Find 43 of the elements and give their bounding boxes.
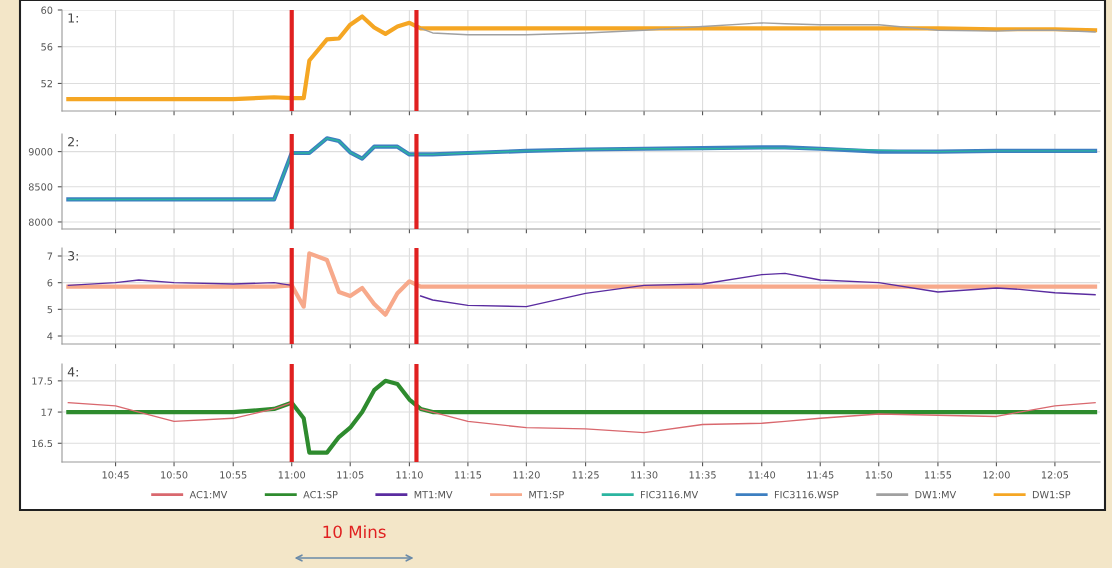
legend-label: FIC3116.WSP <box>774 490 839 499</box>
legend-label: DW1:MV <box>915 491 957 499</box>
y-tick-label: 9000 <box>28 148 53 156</box>
x-tick-label: 11:15 <box>454 471 482 479</box>
legend-label: AC1:MV <box>189 490 228 499</box>
x-tick-label: 11:10 <box>396 471 423 479</box>
legend-label: DW1:SP <box>1032 490 1071 499</box>
y-tick-label: 8500 <box>28 183 53 191</box>
x-tick-label: 11:40 <box>748 471 776 479</box>
y-tick-label: 17.5 <box>32 377 53 385</box>
x-tick-label: 12:00 <box>983 471 1010 479</box>
x-tick-label: 11:05 <box>337 471 364 479</box>
x-tick-label: 10:50 <box>161 471 188 479</box>
y-tick-label: 60 <box>41 6 53 14</box>
y-tick-label: 4 <box>47 332 53 340</box>
x-tick-label: 11:35 <box>689 471 716 479</box>
x-tick-label: 10:55 <box>220 471 247 479</box>
annotation: 1: <box>68 13 78 23</box>
y-tick-label: 17 <box>41 408 53 416</box>
annotation: 3: <box>68 251 78 261</box>
x-tick-label: 11:45 <box>807 471 834 479</box>
y-tick-label: 56 <box>41 43 53 51</box>
annotation: 4: <box>67 367 78 377</box>
text: 10 Mins <box>323 525 386 539</box>
y-tick-label: 7 <box>47 252 53 260</box>
x-tick-label: 11:00 <box>278 471 306 479</box>
annotation: 2: <box>68 137 78 147</box>
x-tick-label: 11:55 <box>924 471 952 479</box>
legend-label: MT1:MV <box>414 491 453 499</box>
x-tick-label: 11:50 <box>865 471 893 479</box>
x-tick-label: 11:20 <box>513 471 540 479</box>
y-tick-label: 5 <box>47 305 53 314</box>
legend-label: FIC3116.MV <box>641 490 699 499</box>
x-tick-label: 11:30 <box>631 471 658 479</box>
x-tick-label: 12:05 <box>1041 471 1069 479</box>
y-tick-label: 16.5 <box>32 439 53 448</box>
legend-label: AC1:SP <box>303 490 338 499</box>
x-tick-label: 10:45 <box>102 471 129 479</box>
y-tick-label: 6 <box>47 279 53 287</box>
legend-label: MT1:SP <box>529 490 564 499</box>
x-tick-label: 11:25 <box>572 471 599 479</box>
y-tick-label: 52 <box>41 79 52 88</box>
y-tick-label: 8000 <box>28 218 53 226</box>
